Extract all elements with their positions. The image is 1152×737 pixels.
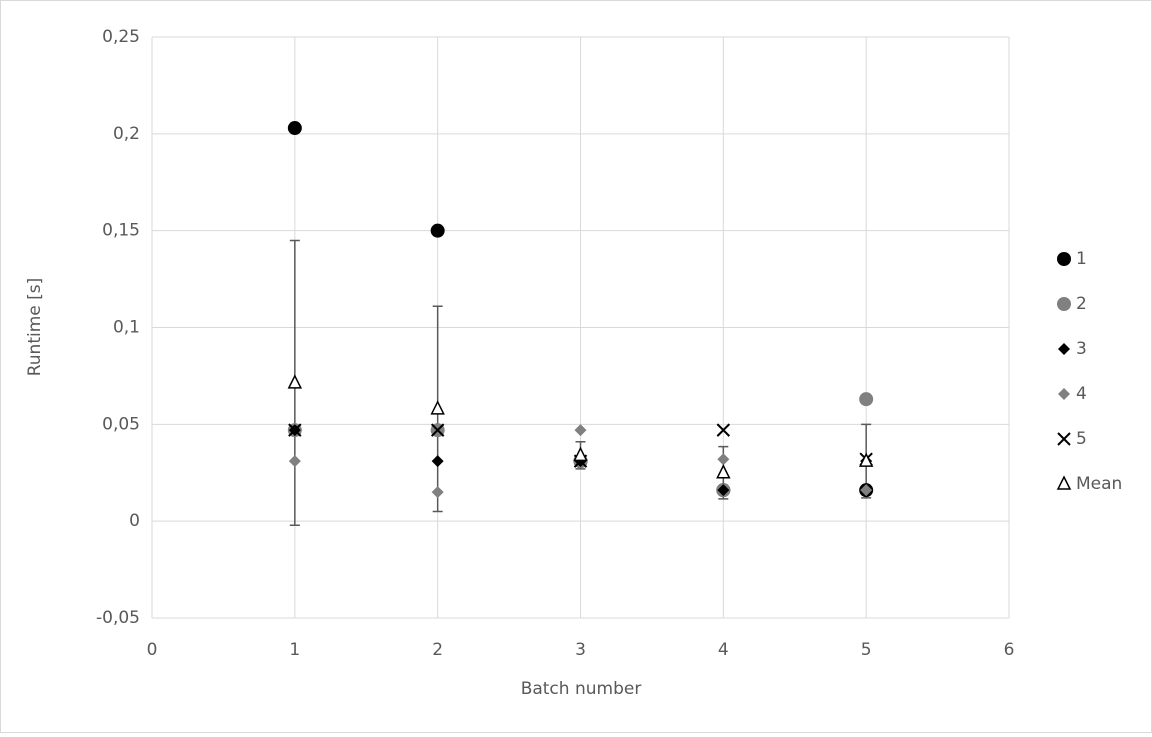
x-axis-title: Batch number: [521, 679, 642, 699]
data-point: [717, 484, 730, 497]
legend-label: 2: [1076, 294, 1087, 314]
y-tick-label: 0,2: [113, 124, 140, 144]
data-point: [574, 424, 587, 437]
legend-marker: [1056, 475, 1072, 490]
data-point: [287, 121, 302, 136]
data-point: [860, 484, 873, 497]
y-tick-label: 0,1: [113, 318, 140, 338]
y-axis-title: Runtime [s]: [25, 278, 45, 377]
legend-marker: [1058, 388, 1070, 400]
y-tick-label: 0: [129, 511, 140, 531]
data-point: [431, 455, 444, 468]
x-tick-label: 0: [147, 640, 158, 660]
legend-marker: [1057, 297, 1071, 311]
legend-marker: [1058, 343, 1070, 355]
data-point: [573, 446, 588, 462]
data-point: [717, 453, 730, 466]
data-point: [716, 423, 731, 437]
x-tick-label: 3: [575, 640, 586, 660]
y-tick-label: 0,25: [102, 27, 140, 47]
y-tick-label: -0,05: [96, 608, 140, 628]
y-tick-label: 0,15: [102, 221, 140, 241]
data-point: [716, 464, 731, 479]
legend-label: 4: [1076, 384, 1087, 404]
data-point: [288, 423, 302, 437]
data-point: [430, 423, 445, 437]
legend-label: 5: [1076, 429, 1087, 449]
legend-marker: [1057, 252, 1071, 266]
x-tick-label: 1: [289, 640, 300, 660]
x-tick-label: 5: [861, 640, 872, 660]
data-point: [431, 486, 444, 499]
data-point: [287, 374, 303, 389]
legend-marker: [1057, 432, 1071, 446]
data-point: [430, 400, 445, 415]
x-tick-label: 4: [718, 640, 729, 660]
data-point: [288, 455, 301, 468]
y-tick-label: 0,05: [102, 414, 140, 434]
x-tick-label: 6: [1004, 640, 1015, 660]
legend-label: Mean: [1076, 474, 1122, 494]
legend-label: 3: [1076, 339, 1087, 359]
x-tick-label: 2: [432, 640, 443, 660]
legend-label: 1: [1076, 249, 1087, 269]
data-point: [859, 392, 874, 407]
data-point: [430, 223, 445, 238]
data-point: [858, 452, 874, 467]
